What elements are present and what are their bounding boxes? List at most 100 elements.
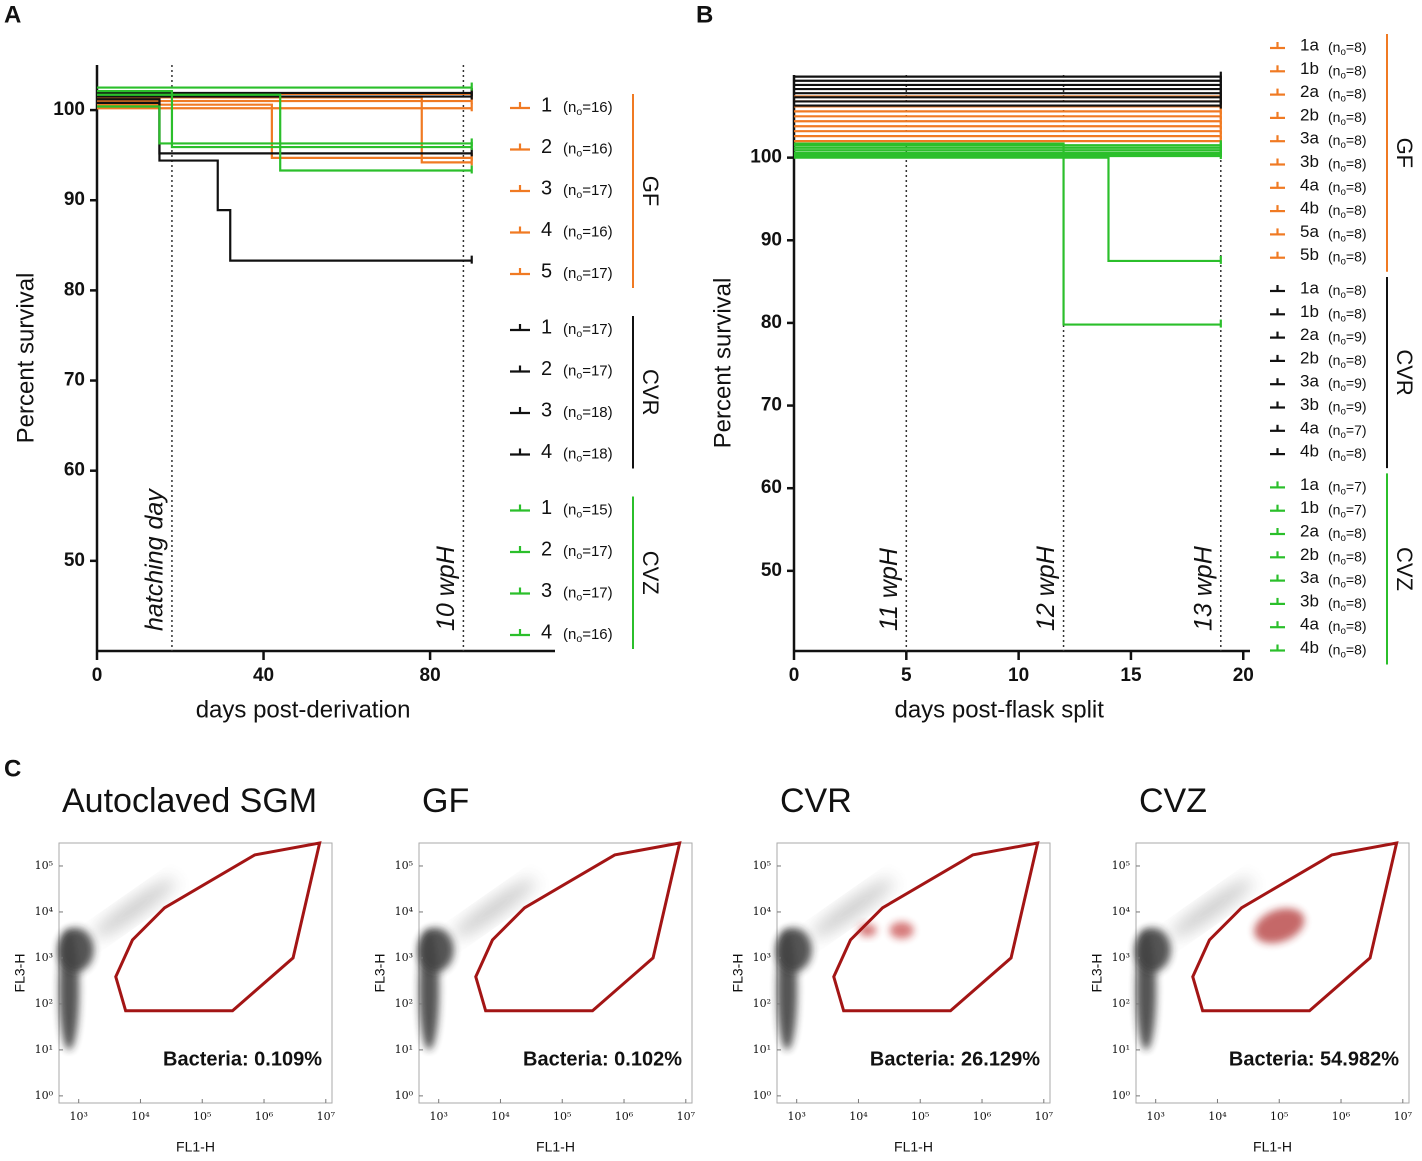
plot-frame xyxy=(776,842,1051,1104)
y-tick-label: 10³ xyxy=(1112,951,1130,964)
legend-n: (no=8) xyxy=(1328,85,1367,104)
x-axis-title: FL1-H xyxy=(894,1139,933,1155)
legend-label: 2 xyxy=(541,358,552,380)
plot-frame xyxy=(1135,842,1410,1104)
legend-label: 4b xyxy=(1300,442,1319,461)
event-cloud xyxy=(1254,908,1305,944)
x-tick-label: 15 xyxy=(1120,665,1142,686)
plot-title: CVZ xyxy=(1139,782,1207,820)
legend-label: 2 xyxy=(541,538,552,560)
legend-label: 3b xyxy=(1300,591,1319,610)
y-tick-label: 10¹ xyxy=(1112,1043,1130,1056)
legend-n: (no=9) xyxy=(1328,375,1367,394)
y-tick-label: 90 xyxy=(761,229,782,250)
annotation: 11 wpH xyxy=(875,547,903,631)
y-tick-label: 60 xyxy=(761,477,782,498)
event-cloud xyxy=(57,878,176,1051)
survival-curve xyxy=(97,90,472,149)
legend-n: (no=17) xyxy=(563,362,613,381)
x-tick-label: 20 xyxy=(1233,665,1254,686)
y-tick-label: 80 xyxy=(64,279,85,300)
legend-n: (no=8) xyxy=(1328,571,1367,590)
y-tick-label: 10⁴ xyxy=(753,905,772,918)
legend-label: 3a xyxy=(1300,372,1319,391)
x-tick-label: 10⁴ xyxy=(849,1110,868,1123)
x-tick-label: 10⁵ xyxy=(553,1110,571,1123)
y-tick-label: 10¹ xyxy=(753,1043,771,1056)
y-tick-label: 10¹ xyxy=(35,1043,53,1056)
legend-label: 2a xyxy=(1300,82,1319,101)
x-tick-label: 5 xyxy=(901,665,912,686)
y-tick-label: 70 xyxy=(761,395,782,416)
y-axis-title: Percent survival xyxy=(709,278,736,449)
plot-frame xyxy=(418,842,693,1104)
gate-annotation: Bacteria: 0.109% xyxy=(163,1048,322,1070)
x-tick-label: 10⁷ xyxy=(1394,1110,1413,1123)
group-label: CVR xyxy=(638,369,663,415)
survival-curve xyxy=(794,142,1221,326)
group-label: CVR xyxy=(1392,349,1417,395)
group-label: GF xyxy=(638,176,663,207)
legend-n: (no=8) xyxy=(1328,641,1367,660)
event-cloud xyxy=(453,878,536,938)
legend-n: (no=8) xyxy=(1328,225,1367,244)
legend-label: 4b xyxy=(1300,199,1319,218)
y-tick-label: 50 xyxy=(761,560,782,581)
legend-n: (no=18) xyxy=(563,404,613,423)
x-tick-label: 10⁵ xyxy=(193,1110,211,1123)
legend-n: (no=17) xyxy=(563,543,613,562)
x-tick-label: 40 xyxy=(253,665,274,686)
y-tick-label: 10⁰ xyxy=(35,1089,54,1102)
y-tick-label: 100 xyxy=(750,147,782,168)
x-axis-title: FL1-H xyxy=(176,1139,215,1155)
legend-n: (no=17) xyxy=(563,321,613,340)
event-cloud xyxy=(93,878,176,938)
gate xyxy=(114,841,322,1013)
x-tick-label: 0 xyxy=(92,665,103,686)
legend-n: (no=15) xyxy=(563,501,613,520)
y-tick-label: 10⁰ xyxy=(1112,1089,1131,1102)
group-label: CVZ xyxy=(1392,547,1417,591)
legend-label: 1 xyxy=(541,316,552,338)
event-cloud xyxy=(417,878,536,1051)
legend-label: 5a xyxy=(1300,222,1319,241)
y-tick-label: 10² xyxy=(395,997,413,1010)
x-tick-label: 10⁷ xyxy=(1035,1110,1054,1123)
legend-n: (no=8) xyxy=(1328,282,1367,301)
legend-n: (no=8) xyxy=(1328,62,1367,81)
legend-label: 3a xyxy=(1300,568,1319,587)
legend-n: (no=8) xyxy=(1328,132,1367,151)
x-tick-label: 10³ xyxy=(787,1110,805,1123)
legend-label: 4b xyxy=(1300,638,1319,657)
x-tick-label: 10³ xyxy=(429,1110,447,1123)
legend-label: 2b xyxy=(1300,105,1319,124)
panel-label: A xyxy=(4,1,21,28)
legend-n: (no=17) xyxy=(563,265,613,284)
gate-annotation: Bacteria: 0.102% xyxy=(523,1048,682,1070)
plot-title: Autoclaved SGM xyxy=(62,782,317,820)
legend-label: 1 xyxy=(541,94,552,116)
legend-label: 1a xyxy=(1300,475,1319,494)
legend-label: 2a xyxy=(1300,325,1319,344)
gate-annotation: Bacteria: 54.982% xyxy=(1229,1048,1399,1070)
legend-label: 3a xyxy=(1300,129,1319,148)
legend-label: 4 xyxy=(541,621,552,643)
x-tick-label: 10⁴ xyxy=(491,1110,510,1123)
y-axis-title: Percent survival xyxy=(12,273,39,444)
y-tick-label: 10¹ xyxy=(395,1043,413,1056)
legend-n: (no=7) xyxy=(1328,422,1367,441)
y-tick-label: 10⁵ xyxy=(753,859,771,872)
legend-label: 1b xyxy=(1300,498,1319,517)
legend-n: (no=8) xyxy=(1328,618,1367,637)
event-cloud xyxy=(775,927,812,972)
plot-frame xyxy=(58,842,333,1104)
panel-label: B xyxy=(696,1,713,28)
y-tick-label: 90 xyxy=(64,189,85,210)
plot-title: CVR xyxy=(780,782,852,820)
survival-curve xyxy=(97,93,472,172)
legend-label: 5 xyxy=(541,260,552,282)
legend-n: (no=8) xyxy=(1328,155,1367,174)
legend-label: 4 xyxy=(541,219,552,241)
plot-title: GF xyxy=(422,782,469,820)
event-cloud xyxy=(775,878,914,1051)
